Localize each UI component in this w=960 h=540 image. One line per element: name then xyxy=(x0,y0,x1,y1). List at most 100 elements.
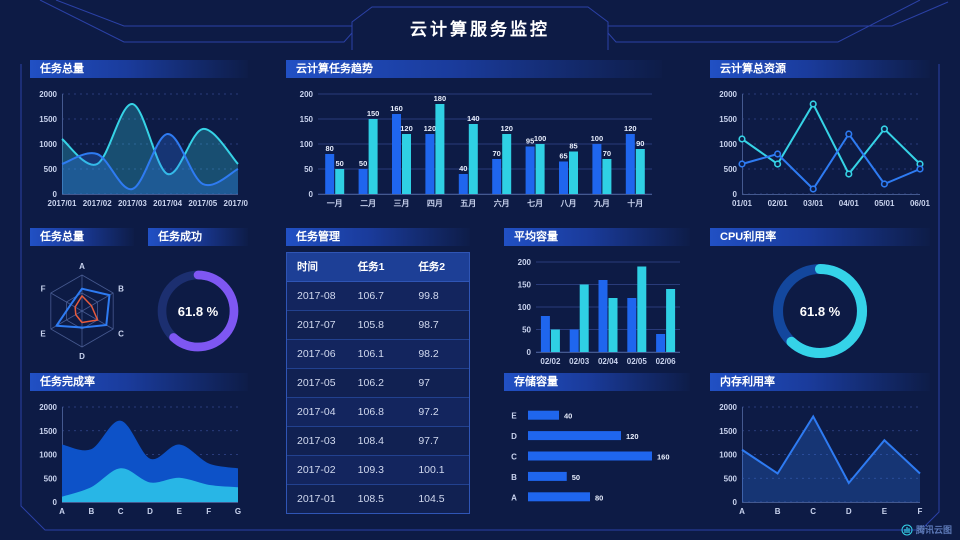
svg-text:2017/01: 2017/01 xyxy=(48,199,77,208)
svg-text:E: E xyxy=(40,330,46,339)
svg-text:100: 100 xyxy=(518,303,532,312)
table-cell: 106.1 xyxy=(347,339,409,369)
svg-text:140: 140 xyxy=(467,114,480,123)
table-cell: 98.7 xyxy=(408,310,469,340)
svg-text:61.8 %: 61.8 % xyxy=(178,304,219,319)
panel-title: 存储容量 xyxy=(504,373,690,391)
table-cell: 2017-06 xyxy=(287,339,348,369)
svg-text:70: 70 xyxy=(493,149,501,158)
table-cell: 106.7 xyxy=(347,281,409,311)
svg-text:02/02: 02/02 xyxy=(540,357,561,366)
panel-title: 任务总量 xyxy=(30,228,134,246)
table-row: 2017-06 106.1 98.2 xyxy=(287,339,469,369)
column-header: 时间 xyxy=(287,253,348,282)
svg-text:0: 0 xyxy=(53,190,58,199)
svg-text:160: 160 xyxy=(657,453,670,462)
svg-text:1000: 1000 xyxy=(39,451,57,460)
table-cell: 97 xyxy=(408,368,469,398)
svg-text:D: D xyxy=(846,507,852,516)
svg-text:九月: 九月 xyxy=(593,198,610,208)
table-cell: 2017-03 xyxy=(287,426,348,456)
table-cell: 97.2 xyxy=(408,397,469,427)
svg-text:B: B xyxy=(88,507,94,516)
svg-text:500: 500 xyxy=(44,165,58,174)
column-header: 任务2 xyxy=(408,253,469,282)
svg-text:200: 200 xyxy=(518,258,532,267)
svg-text:C: C xyxy=(810,507,816,516)
panel-memory: 内存利用率 0 500 1000 1500 2000 A B C D E F xyxy=(710,373,930,518)
svg-text:2017/02: 2017/02 xyxy=(83,199,112,208)
svg-text:B: B xyxy=(511,473,517,482)
svg-text:02/03: 02/03 xyxy=(569,357,590,366)
svg-text:180: 180 xyxy=(434,94,447,103)
svg-text:02/05: 02/05 xyxy=(627,357,648,366)
svg-text:C: C xyxy=(118,330,124,339)
svg-text:1500: 1500 xyxy=(39,115,57,124)
table-row: 2017-04 106.8 97.2 xyxy=(287,397,469,427)
svg-text:七月: 七月 xyxy=(527,198,543,208)
svg-text:2000: 2000 xyxy=(39,90,57,99)
task-table-head-row: 时间 任务1 任务2 xyxy=(287,253,469,282)
task-table: 时间 任务1 任务2 2017-08 106.7 99.8 2017-07 105.8 98.… xyxy=(286,252,470,514)
svg-text:70: 70 xyxy=(603,149,611,158)
panel-title: CPU利用率 xyxy=(710,228,930,246)
table-cell: 106.2 xyxy=(347,368,409,398)
svg-text:500: 500 xyxy=(724,165,738,174)
svg-text:F: F xyxy=(206,507,211,516)
table-row: 2017-02 109.3 100.1 xyxy=(287,455,469,485)
svg-text:E: E xyxy=(177,507,183,516)
panel-title: 内存利用率 xyxy=(710,373,930,391)
svg-text:100: 100 xyxy=(300,140,314,149)
svg-text:2017/04: 2017/04 xyxy=(153,199,182,208)
svg-text:六月: 六月 xyxy=(494,198,510,208)
header-trace-right-1 xyxy=(608,1,949,27)
panel-title: 任务总量 xyxy=(30,60,248,78)
svg-text:D: D xyxy=(147,507,153,516)
svg-text:A: A xyxy=(59,507,65,516)
svg-text:2017/05: 2017/05 xyxy=(188,199,217,208)
svg-text:2017/06: 2017/06 xyxy=(224,199,248,208)
svg-text:150: 150 xyxy=(367,109,380,118)
panel-task-success: 任务成功 61.8 % xyxy=(148,228,248,370)
table-cell: 99.8 xyxy=(408,281,469,311)
panel-tasks-radar: 任务总量 A B C D E F xyxy=(30,228,134,370)
svg-text:0: 0 xyxy=(527,348,532,357)
svg-text:1500: 1500 xyxy=(719,115,737,124)
svg-text:01/01: 01/01 xyxy=(732,199,753,208)
table-cell: 98.2 xyxy=(408,339,469,369)
svg-text:C: C xyxy=(511,453,517,462)
svg-text:120: 120 xyxy=(424,124,437,133)
svg-text:2000: 2000 xyxy=(39,403,57,412)
svg-text:500: 500 xyxy=(44,474,58,483)
svg-text:五月: 五月 xyxy=(460,199,476,208)
svg-text:E: E xyxy=(882,507,888,516)
svg-text:1000: 1000 xyxy=(719,140,737,149)
svg-text:150: 150 xyxy=(300,115,314,124)
svg-text:1000: 1000 xyxy=(719,451,737,460)
svg-text:05/01: 05/01 xyxy=(874,199,895,208)
svg-text:02/04: 02/04 xyxy=(598,357,619,366)
svg-text:65: 65 xyxy=(559,152,567,161)
avg-capacity-bar-chart: 0 50 100 150 200 02/02 02/03 02/04 02/05 02/06 xyxy=(504,250,690,368)
svg-text:A: A xyxy=(511,493,517,502)
tasks-total-area-chart: 0 500 1000 1500 2000 2017/01 2017/02 2017/03 201… xyxy=(30,82,253,210)
panel-task-trend: 云计算任务趋势 0 50 100 150 200 一月 二月 三月 四月 五月 六月 七月 八月 九月 十月… xyxy=(286,60,662,210)
svg-text:0: 0 xyxy=(733,190,738,199)
svg-text:1500: 1500 xyxy=(39,427,57,436)
svg-text:03/01: 03/01 xyxy=(803,199,824,208)
panel-total-resources: 云计算总资源 0 500 1000 1500 2000 01/01 02/01 03/01 04… xyxy=(710,60,931,210)
svg-text:A: A xyxy=(79,262,85,271)
table-cell: 108.4 xyxy=(347,426,409,456)
table-row: 2017-07 105.8 98.7 xyxy=(287,310,469,340)
svg-text:0: 0 xyxy=(733,498,738,507)
tasks-radar-chart: A B C D E F xyxy=(30,250,134,368)
table-cell: 100.1 xyxy=(408,455,469,485)
brand-text: 腾讯云图 xyxy=(915,525,952,535)
table-cell: 108.5 xyxy=(357,492,384,505)
svg-text:200: 200 xyxy=(300,90,314,99)
svg-text:1500: 1500 xyxy=(719,427,737,436)
table-row: 2017-08 106.7 99.8 xyxy=(287,281,469,311)
table-row: 2017-03 108.4 97.7 xyxy=(287,426,469,456)
header-trace-right-2 xyxy=(607,0,921,43)
panel-task-table: 任务管理 时间 任务1 任务2 2017-08 106.7 99.8 2017-07 105… xyxy=(286,228,470,514)
